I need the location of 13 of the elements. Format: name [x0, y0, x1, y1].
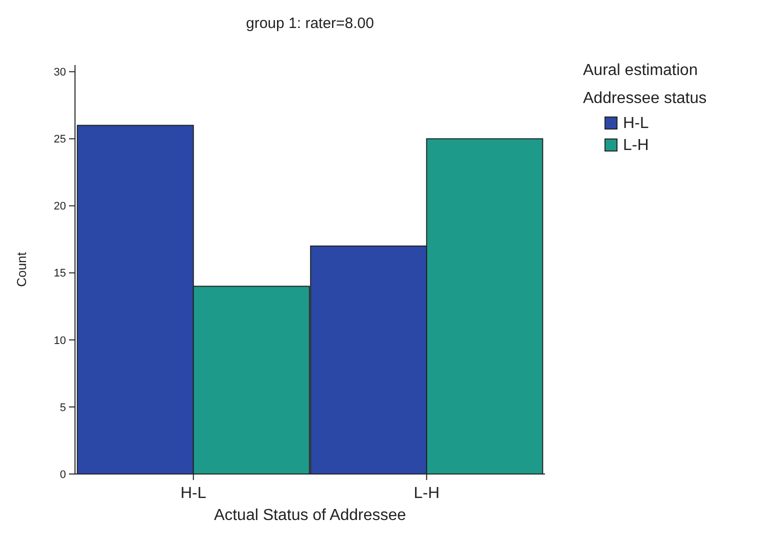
- y-tick-label: 30: [54, 66, 66, 79]
- y-tick-label: 15: [54, 268, 66, 280]
- legend-title: Aural estimation Addressee status: [583, 62, 707, 107]
- legend-label: H-L: [623, 115, 649, 132]
- y-tick-label: 5: [60, 402, 66, 414]
- x-axis-title: Actual Status of Addressee: [214, 507, 406, 524]
- y-tick-label: 10: [54, 334, 66, 347]
- y-tick-label: 20: [54, 200, 66, 213]
- y-tick-label: 25: [54, 134, 66, 146]
- y-tick-label: 0: [60, 468, 66, 481]
- legend-label: L-H: [623, 137, 649, 154]
- y-axis-title: Count: [14, 252, 29, 287]
- chart-title: group 1: rater=8.00: [246, 15, 374, 32]
